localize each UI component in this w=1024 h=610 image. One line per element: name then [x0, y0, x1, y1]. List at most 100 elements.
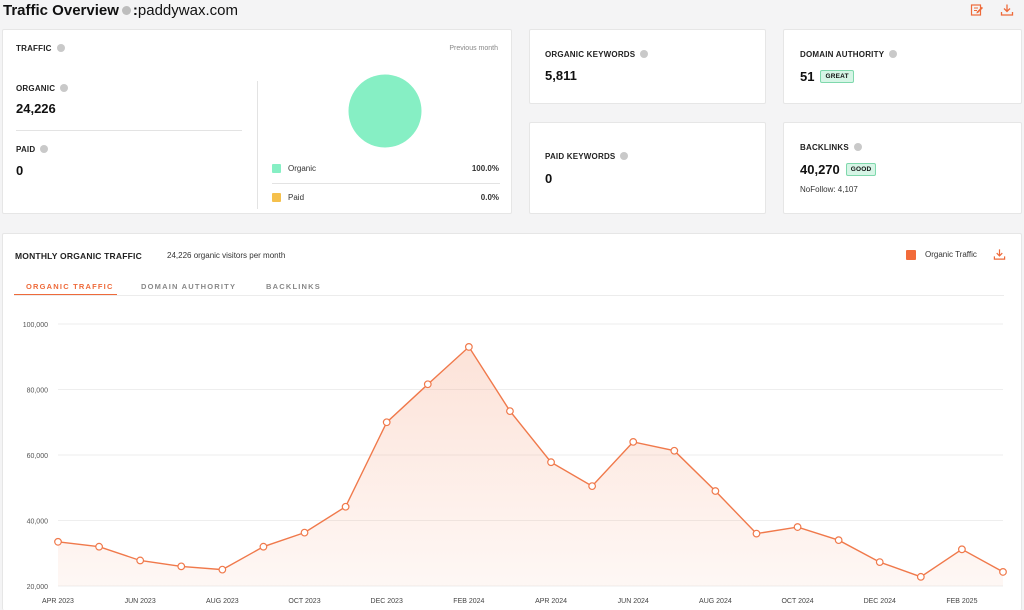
legend-value-organic: 100.0%: [471, 164, 499, 173]
x-tick-label: DEC 2023: [371, 598, 403, 605]
x-tick-label: DEC 2024: [864, 598, 896, 605]
title-text: Traffic Overview: [3, 2, 119, 19]
divider: [272, 183, 500, 184]
edit-report-icon[interactable]: [970, 3, 984, 17]
period-label: Previous month: [449, 45, 498, 52]
data-point[interactable]: [218, 565, 227, 574]
help-icon[interactable]: [640, 49, 649, 58]
data-point[interactable]: [999, 568, 1007, 576]
monthly-title: MONTHLY ORGANIC TRAFFIC: [15, 251, 142, 261]
x-tick-label: AUG 2023: [206, 598, 239, 605]
legend-label-paid: Paid: [288, 193, 305, 202]
x-tick-label: FEB 2024: [453, 598, 484, 605]
help-icon[interactable]: [40, 144, 49, 153]
x-tick-label: JUN 2023: [125, 598, 156, 605]
domain-authority-value: 51: [800, 69, 815, 84]
y-tick-label: 60,000: [27, 453, 49, 460]
data-point[interactable]: [506, 407, 514, 416]
x-tick-label: APR 2023: [42, 598, 74, 605]
legend-swatch-organic-traffic[interactable]: [906, 250, 916, 260]
y-tick-label: 20,000: [27, 584, 49, 591]
legend-label-organic-traffic[interactable]: Organic Traffic: [925, 250, 977, 259]
data-point[interactable]: [300, 528, 309, 537]
data-point[interactable]: [752, 529, 761, 538]
legend-label-organic: Organic: [288, 164, 317, 173]
data-point[interactable]: [793, 523, 802, 531]
domain-authority-card: DOMAIN AUTHORITY 51 GREAT: [783, 29, 1022, 104]
data-point[interactable]: [177, 562, 186, 571]
area-fill: [58, 346, 1003, 586]
y-tick-label: 40,000: [27, 519, 49, 526]
data-point[interactable]: [670, 446, 679, 455]
tab-backlinks[interactable]: BACKLINKS: [266, 282, 321, 291]
tab-divider: [14, 295, 1004, 296]
download-icon[interactable]: [1000, 3, 1014, 17]
paid-label: PAID: [16, 144, 49, 154]
paid-keywords-value: 0: [545, 171, 553, 186]
help-icon[interactable]: [853, 142, 862, 151]
data-point[interactable]: [54, 537, 62, 546]
data-point[interactable]: [875, 558, 884, 566]
traffic-pie-chart: [348, 74, 422, 148]
download-icon[interactable]: [993, 248, 1006, 261]
legend-swatch-paid: [272, 193, 281, 202]
organic-keywords-card: ORGANIC KEYWORDS 5,811: [529, 29, 766, 104]
domain-authority-label: DOMAIN AUTHORITY: [800, 49, 898, 59]
x-axis-labels: APR 2023 JUN 2023 AUG 2023 OCT 2023 DEC 2023…: [42, 598, 978, 605]
nofollow-count: NoFollow: 4,107: [800, 185, 858, 194]
data-point[interactable]: [341, 502, 350, 511]
x-tick-label: AUG 2024: [699, 598, 732, 605]
y-tick-label: 100,000: [23, 322, 48, 329]
data-point[interactable]: [711, 487, 720, 495]
x-tick-label: FEB 2025: [946, 598, 977, 605]
data-point[interactable]: [547, 458, 555, 467]
backlinks-label: BACKLINKS: [800, 142, 862, 152]
data-point[interactable]: [136, 556, 145, 565]
help-icon[interactable]: [889, 49, 898, 58]
legend-value-paid: 0.0%: [480, 193, 499, 202]
pie-slice-organic[interactable]: [348, 74, 422, 148]
help-icon[interactable]: [620, 151, 629, 160]
monthly-subtitle: 24,226 organic visitors per month: [167, 251, 286, 260]
help-icon[interactable]: [60, 83, 69, 92]
vertical-divider: [257, 81, 258, 209]
status-badge: GREAT: [820, 70, 854, 84]
data-point[interactable]: [834, 536, 843, 545]
y-tick-label: 80,000: [27, 388, 49, 395]
paid-value: 0: [16, 163, 24, 178]
backlinks-value: 40,270: [800, 162, 840, 177]
series-line-organic-traffic: [57, 345, 1004, 578]
legend-swatch-organic: [272, 164, 281, 173]
help-icon[interactable]: [56, 43, 65, 52]
page-title: Traffic Overview:paddywax.com: [3, 2, 238, 19]
data-point[interactable]: [588, 482, 597, 491]
x-tick-label: OCT 2024: [781, 598, 813, 605]
data-point[interactable]: [958, 545, 966, 554]
divider: [16, 130, 242, 131]
organic-label: ORGANIC: [16, 83, 69, 93]
title-separator: :: [132, 2, 138, 19]
data-point[interactable]: [464, 343, 473, 351]
data-point[interactable]: [916, 572, 925, 581]
y-axis-labels: 100,000 80,000 60,000 40,000 20,000: [23, 322, 48, 591]
data-point[interactable]: [95, 542, 103, 551]
data-point[interactable]: [629, 437, 638, 446]
data-points: [54, 343, 1007, 581]
data-point[interactable]: [382, 418, 391, 427]
info-icon[interactable]: [121, 5, 131, 15]
header: Traffic Overview:paddywax.com: [0, 0, 1024, 26]
tab-domain-authority[interactable]: DOMAIN AUTHORITY: [141, 282, 237, 291]
organic-value: 24,226: [16, 101, 56, 116]
data-point[interactable]: [423, 380, 432, 389]
tab-organic-traffic[interactable]: ORGANIC TRAFFIC: [26, 282, 114, 291]
paid-keywords-card: PAID KEYWORDS 0: [529, 122, 766, 214]
x-tick-label: OCT 2023: [288, 598, 320, 605]
status-badge: GOOD: [845, 163, 877, 177]
traffic-card: TRAFFIC Previous month ORGANIC 24,226 PA…: [2, 29, 512, 214]
organic-traffic-chart: 100,000 80,000 60,000 40,000 20,000 APR 2023…: [23, 322, 1007, 605]
organic-keywords-label: ORGANIC KEYWORDS: [545, 49, 649, 59]
domain-text: paddywax.com: [137, 2, 238, 19]
traffic-label: TRAFFIC: [16, 43, 65, 53]
backlinks-card: BACKLINKS 40,270 GOOD NoFollow: 4,107: [783, 122, 1022, 214]
data-point[interactable]: [259, 542, 268, 551]
